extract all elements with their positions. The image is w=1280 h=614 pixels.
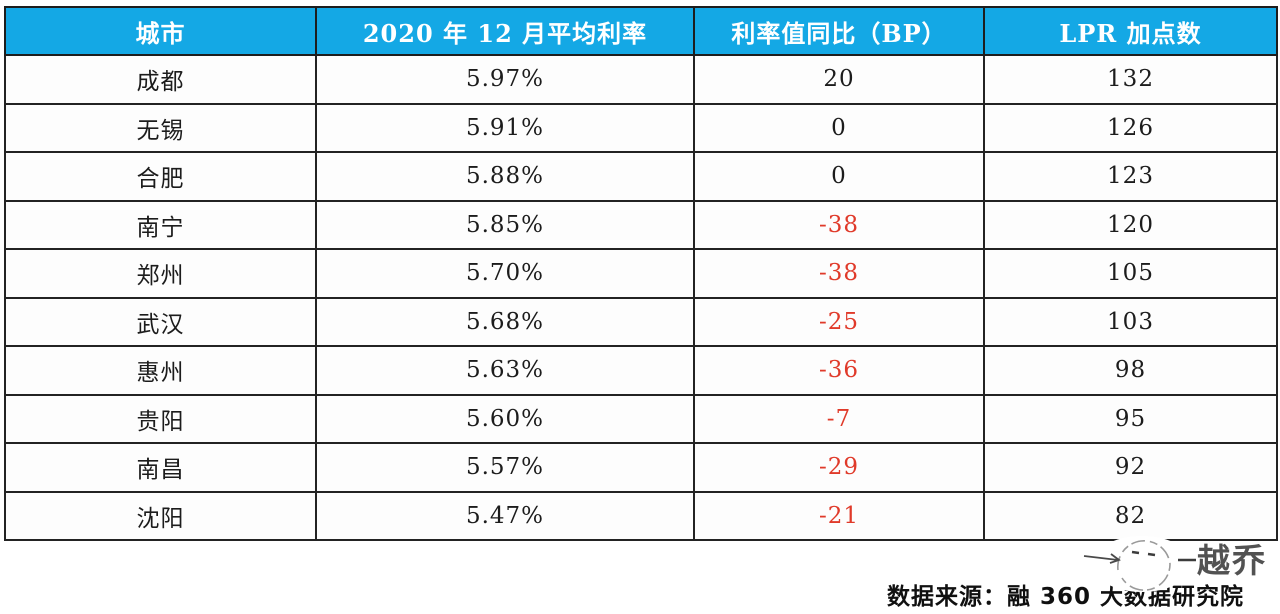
table-row: 合肥 5.88% 0 123	[4, 151, 1278, 202]
cell-avg-rate: 5.70%	[315, 248, 695, 299]
cell-avg-rate: 5.91%	[315, 102, 695, 153]
cell-city: 成都	[4, 54, 317, 105]
cell-city: 贵阳	[4, 393, 317, 444]
cell-city: 郑州	[4, 248, 317, 299]
cell-lpr-points: 120	[983, 199, 1278, 250]
table-row: 贵阳 5.60% -7 95	[4, 393, 1278, 444]
cell-city: 沈阳	[4, 490, 317, 541]
cell-yoy-bp: -21	[693, 490, 985, 541]
cell-lpr-points: 126	[983, 102, 1278, 153]
cell-city: 武汉	[4, 296, 317, 347]
watermark-eye-left	[1131, 550, 1140, 555]
table-row: 惠州 5.63% -36 98	[4, 345, 1278, 396]
table-row: 成都 5.97% 20 132	[4, 54, 1278, 105]
table-row: 南昌 5.57% -29 92	[4, 442, 1278, 493]
table-row: 沈阳 5.47% -21 82	[4, 490, 1278, 541]
cell-city: 无锡	[4, 102, 317, 153]
cell-avg-rate: 5.60%	[315, 393, 695, 444]
cell-lpr-points: 82	[983, 490, 1278, 541]
header-row: 城市 2020 年 12 月平均利率 利率值同比（BP） LPR 加点数	[4, 6, 1278, 56]
watermark-arrow	[1083, 553, 1121, 564]
cell-city: 合肥	[4, 151, 317, 202]
cell-yoy-bp: -29	[693, 442, 985, 493]
cell-lpr-points: 95	[983, 393, 1278, 444]
cell-lpr-points: 123	[983, 151, 1278, 202]
watermark-eye-right	[1147, 552, 1156, 557]
header-yoy-bp: 利率值同比（BP）	[693, 6, 985, 56]
cell-city: 南昌	[4, 442, 317, 493]
cell-yoy-bp: 0	[693, 102, 985, 153]
cell-yoy-bp: -36	[693, 345, 985, 396]
watermark-text: 越乔	[1197, 541, 1267, 580]
cell-city: 南宁	[4, 199, 317, 250]
cell-avg-rate: 5.88%	[315, 151, 695, 202]
cell-lpr-points: 105	[983, 248, 1278, 299]
cell-avg-rate: 5.97%	[315, 54, 695, 105]
cell-yoy-bp: -38	[693, 199, 985, 250]
cell-avg-rate: 5.47%	[315, 490, 695, 541]
table-header: 城市 2020 年 12 月平均利率 利率值同比（BP） LPR 加点数	[4, 6, 1278, 56]
cell-yoy-bp: 20	[693, 54, 985, 105]
header-city: 城市	[4, 6, 317, 56]
cell-city: 惠州	[4, 345, 317, 396]
cell-yoy-bp: -25	[693, 296, 985, 347]
table-row: 武汉 5.68% -25 103	[4, 296, 1278, 347]
table-row: 南宁 5.85% -38 120	[4, 199, 1278, 250]
cell-avg-rate: 5.57%	[315, 442, 695, 493]
mortgage-rate-table: 城市 2020 年 12 月平均利率 利率值同比（BP） LPR 加点数 成都 …	[4, 6, 1278, 541]
data-source-caption: 数据来源：融 360 大数据研究院	[886, 584, 1244, 610]
cell-avg-rate: 5.63%	[315, 345, 695, 396]
table-body: 成都 5.97% 20 132 无锡 5.91% 0 126 合肥 5.88% …	[4, 54, 1278, 541]
cell-yoy-bp: 0	[693, 151, 985, 202]
table-row: 无锡 5.91% 0 126	[4, 102, 1278, 153]
cell-yoy-bp: -38	[693, 248, 985, 299]
cell-yoy-bp: -7	[693, 393, 985, 444]
cell-lpr-points: 92	[983, 442, 1278, 493]
table-row: 郑州 5.70% -38 105	[4, 248, 1278, 299]
cell-avg-rate: 5.85%	[315, 199, 695, 250]
cell-lpr-points: 103	[983, 296, 1278, 347]
cell-lpr-points: 98	[983, 345, 1278, 396]
cell-lpr-points: 132	[983, 54, 1278, 105]
header-avg-rate: 2020 年 12 月平均利率	[315, 6, 695, 56]
header-lpr-points: LPR 加点数	[983, 6, 1278, 56]
cell-avg-rate: 5.68%	[315, 296, 695, 347]
